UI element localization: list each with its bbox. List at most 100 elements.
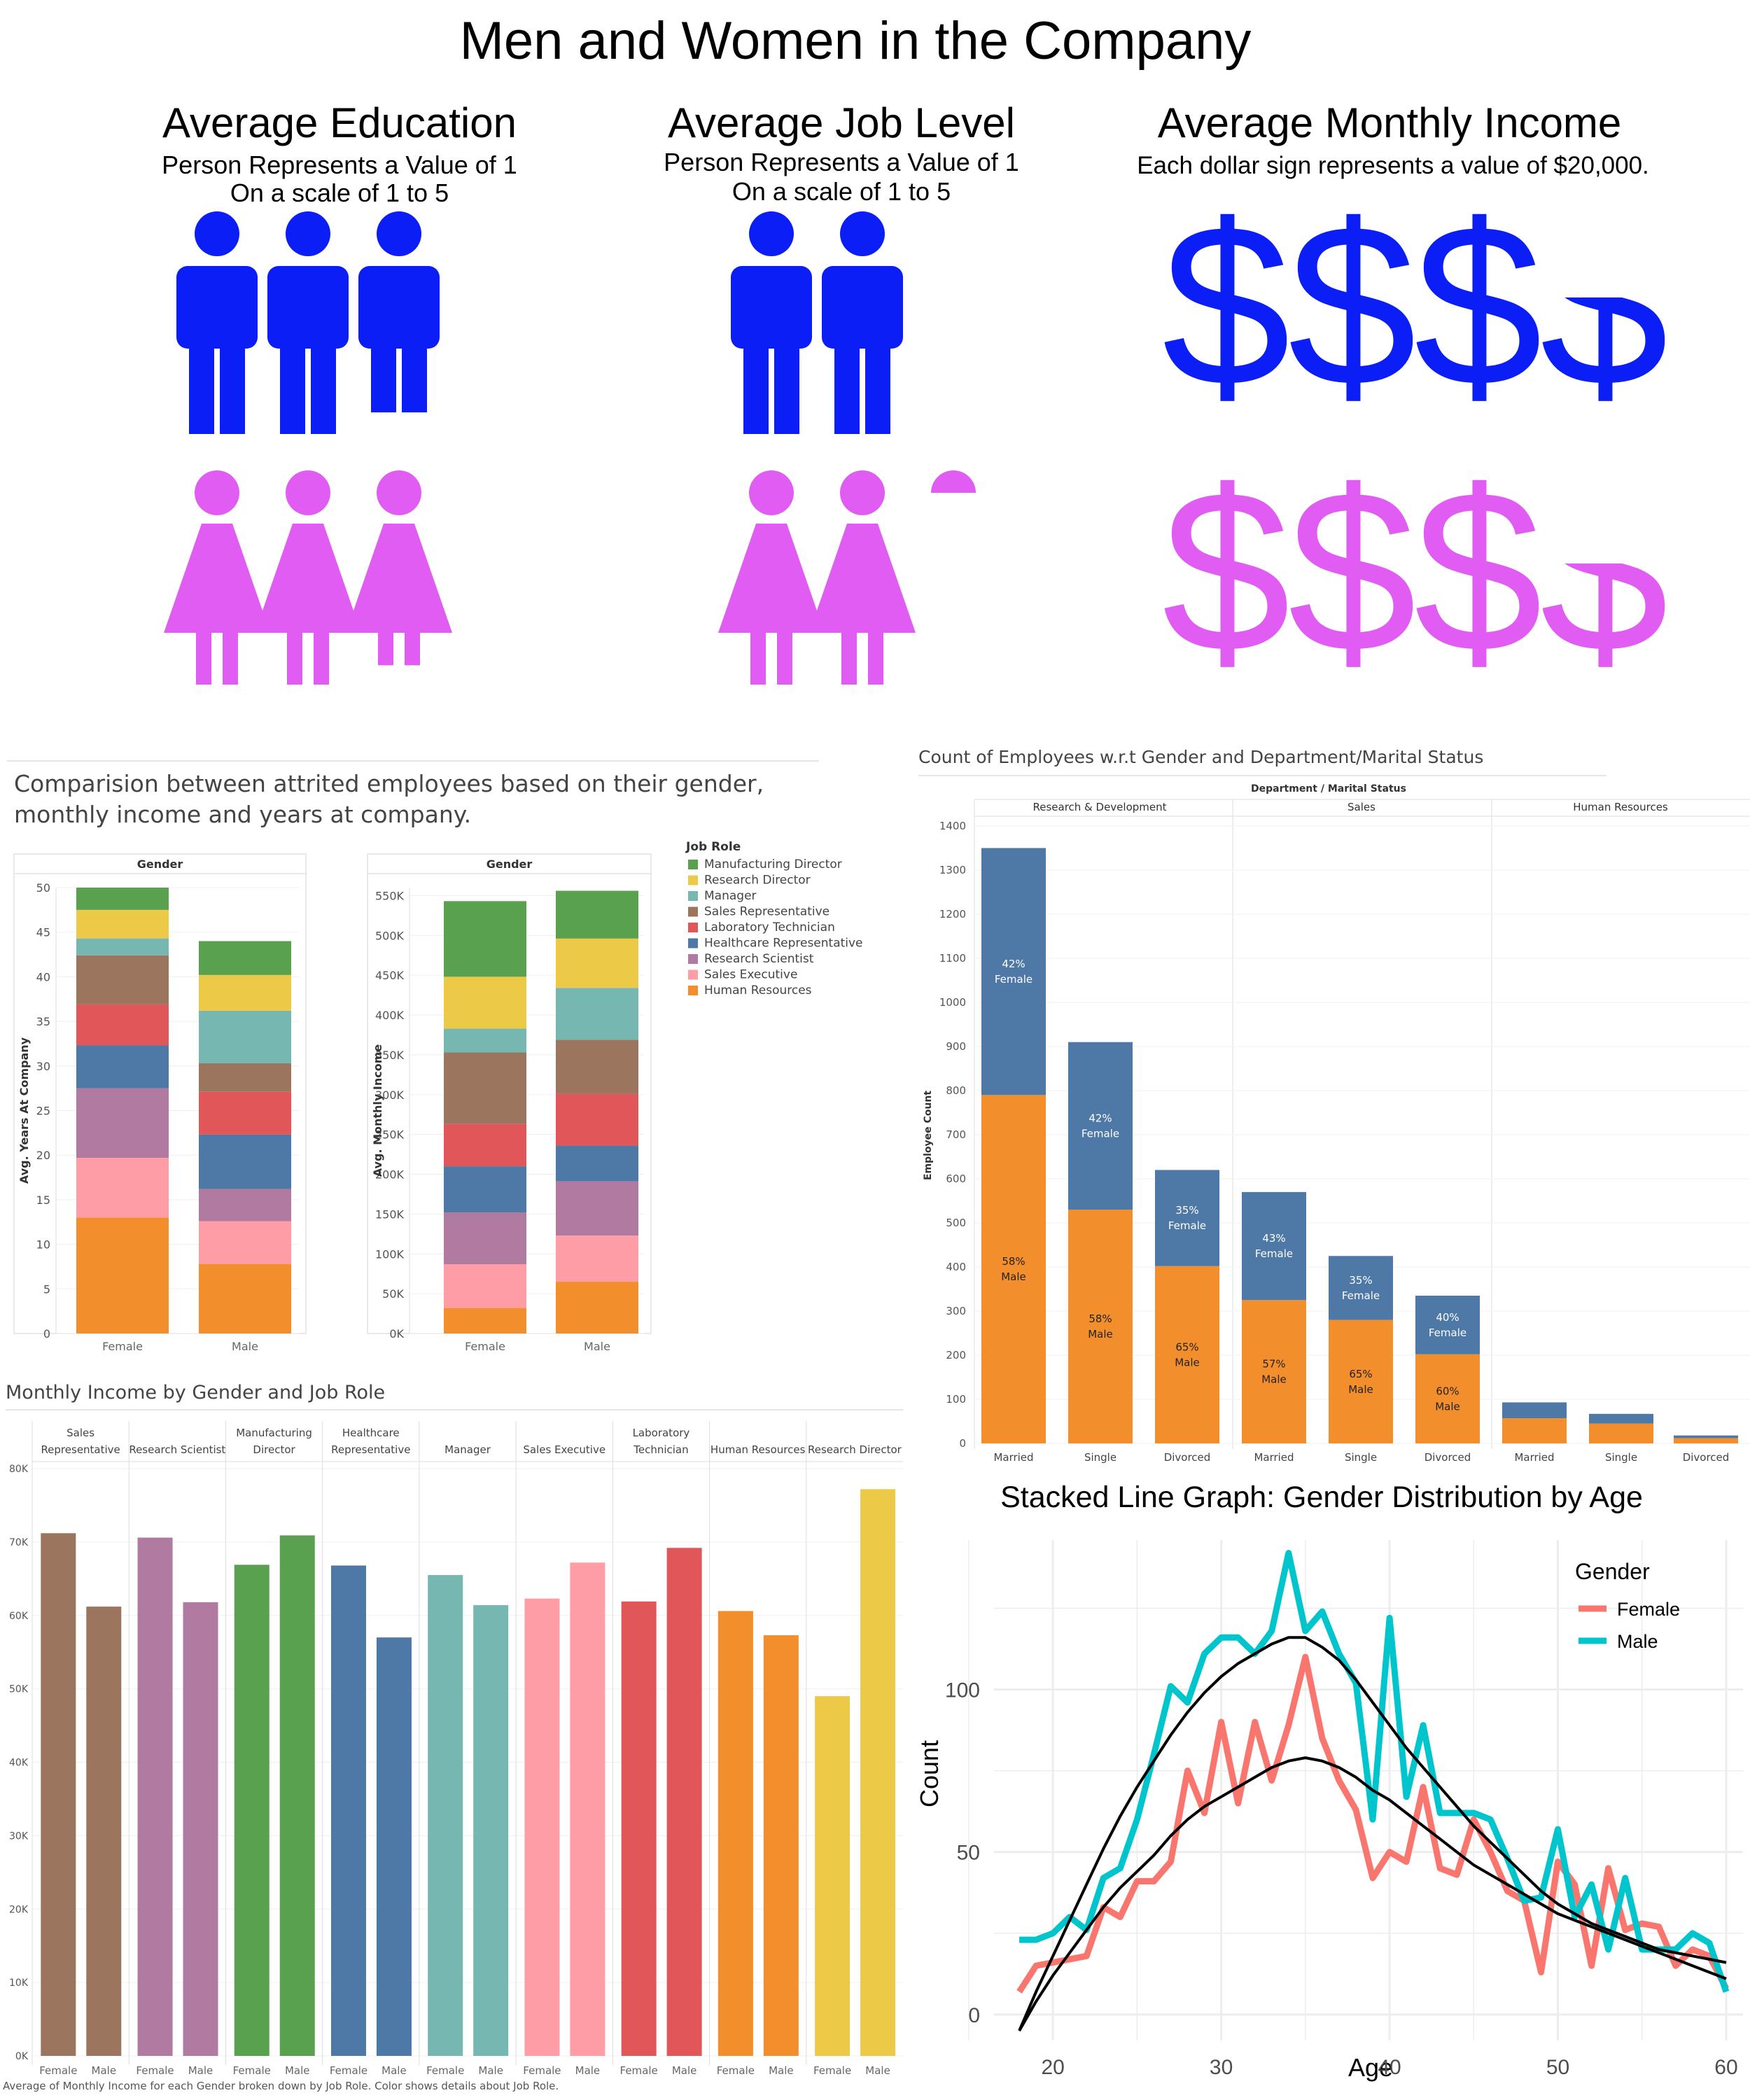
bar-segment bbox=[76, 955, 169, 1004]
dollar-icon: $ bbox=[1288, 176, 1417, 434]
group-label: Sales bbox=[1348, 801, 1376, 813]
female-dress-icon bbox=[255, 524, 361, 633]
y-tick-label: 700 bbox=[946, 1128, 966, 1141]
legend-swatch bbox=[688, 938, 698, 948]
x-tick-label: Female bbox=[717, 2064, 755, 2077]
y-axis-label: Avg. Monthly Income bbox=[371, 1044, 384, 1177]
x-tick-label: Female bbox=[39, 2064, 77, 2077]
bar-segment bbox=[76, 1158, 169, 1218]
bar-segment bbox=[444, 1052, 526, 1124]
y-tick-label: 550K bbox=[375, 889, 405, 902]
female-leg-icon bbox=[196, 631, 211, 685]
bar-segment bbox=[76, 1045, 169, 1088]
x-tick-label: Female bbox=[233, 2064, 271, 2077]
male-head-icon bbox=[749, 211, 794, 256]
bar-segment bbox=[199, 1264, 291, 1334]
pct-label: 58% bbox=[1088, 1312, 1112, 1325]
bar-segment bbox=[199, 1134, 291, 1189]
male-torso-icon bbox=[731, 266, 812, 349]
income-bar bbox=[86, 1606, 122, 2056]
y-tick-label: 1200 bbox=[939, 908, 966, 920]
age-chart-title: Stacked Line Graph: Gender Distribution … bbox=[1000, 1480, 1643, 1514]
bar-female bbox=[1329, 1256, 1393, 1320]
y-tick-label: 20K bbox=[9, 1904, 29, 1915]
bar-female bbox=[1589, 1413, 1653, 1424]
y-tick-label: 0 bbox=[959, 1437, 966, 1450]
bar-female bbox=[981, 848, 1046, 1096]
group-header: Sales bbox=[66, 1427, 94, 1439]
pct-label: Female bbox=[1082, 1127, 1119, 1140]
x-tick-label: Female bbox=[813, 2064, 851, 2077]
bar-male bbox=[1589, 1423, 1653, 1443]
y-tick-label: 400K bbox=[375, 1009, 405, 1022]
group-label: Research & Development bbox=[1032, 801, 1166, 813]
female-dress-icon bbox=[346, 524, 452, 633]
income-role-caption: Average of Monthly Income for each Gende… bbox=[3, 2080, 559, 2092]
bar-segment bbox=[199, 941, 291, 975]
male-leg-icon bbox=[402, 316, 427, 413]
y-axis-label: Avg. Years At Company bbox=[18, 1037, 31, 1184]
bar-male bbox=[1155, 1266, 1219, 1443]
female-dress-icon bbox=[718, 524, 825, 633]
income-bar bbox=[183, 1602, 218, 2056]
group-header: Human Resources bbox=[710, 1443, 806, 1456]
group-header: Representative bbox=[41, 1443, 120, 1456]
female-leg-icon bbox=[223, 631, 238, 685]
y-tick-label: 80K bbox=[9, 1464, 29, 1475]
male-leg-icon bbox=[311, 316, 336, 434]
y-tick-label: 70K bbox=[9, 1537, 29, 1548]
x-tick-label: Female bbox=[426, 2064, 464, 2077]
male-head-icon bbox=[840, 211, 885, 256]
male-torso-icon bbox=[358, 266, 440, 349]
female-leg-icon bbox=[405, 631, 420, 666]
bar-segment bbox=[444, 976, 526, 1029]
bar-segment bbox=[444, 901, 526, 977]
y-tick-label: 0K bbox=[389, 1327, 404, 1340]
pct-label: 40% bbox=[1436, 1311, 1459, 1324]
legend-swatch bbox=[688, 891, 698, 901]
legend-label: Manufacturing Director bbox=[704, 858, 842, 872]
pct-label: Female bbox=[1429, 1326, 1466, 1339]
male-leg-icon bbox=[371, 316, 396, 413]
income-bar bbox=[621, 1601, 657, 2056]
bar-female bbox=[1242, 1191, 1306, 1301]
x-tick-label: Divorced bbox=[1164, 1451, 1211, 1464]
bar-male bbox=[1329, 1320, 1393, 1443]
x-tick-label: Male bbox=[575, 2064, 601, 2077]
female-leg-icon bbox=[777, 631, 792, 685]
y-tick-label: 200 bbox=[946, 1349, 966, 1362]
bar-segment bbox=[556, 1145, 638, 1182]
education-subtitle-1: Person Represents a Value of 1 bbox=[162, 150, 517, 179]
legend-swatch bbox=[688, 954, 698, 964]
y-tick-label: 100 bbox=[946, 1393, 966, 1406]
x-tick-label: Female bbox=[330, 2064, 368, 2077]
y-tick-label: 600 bbox=[946, 1172, 966, 1185]
income-bar bbox=[41, 1533, 76, 2056]
y-tick-label: 200K bbox=[375, 1168, 405, 1182]
bar-segment bbox=[76, 1004, 169, 1046]
bar-segment bbox=[556, 1236, 638, 1282]
panel-header: Gender bbox=[137, 858, 183, 871]
y-tick-label: 250K bbox=[375, 1128, 405, 1142]
income-bar bbox=[666, 1548, 702, 2056]
legend-label: Sales Representative bbox=[704, 905, 830, 919]
bar-segment bbox=[199, 1010, 291, 1063]
male-leg-icon bbox=[280, 316, 305, 434]
bar-segment bbox=[444, 1308, 526, 1334]
x-tick-label: 60 bbox=[1714, 2056, 1737, 2079]
bar-segment bbox=[76, 938, 169, 955]
pct-label: Male bbox=[1088, 1328, 1113, 1340]
legend-title: Job Role bbox=[685, 840, 741, 854]
legend-label: Laboratory Technician bbox=[704, 920, 835, 934]
x-tick-label: Male bbox=[584, 1340, 610, 1353]
dept-chart-title: Count of Employees w.r.t Gender and Depa… bbox=[918, 747, 1483, 767]
bar-segment bbox=[76, 888, 169, 910]
bar-segment bbox=[76, 1088, 169, 1158]
bar-segment bbox=[556, 938, 638, 988]
y-tick-label: 30 bbox=[36, 1060, 50, 1073]
legend-swatch bbox=[688, 969, 698, 980]
bar-female bbox=[1674, 1435, 1738, 1438]
income-title: Average Monthly Income bbox=[1158, 99, 1622, 146]
group-header: Laboratory bbox=[633, 1427, 690, 1439]
